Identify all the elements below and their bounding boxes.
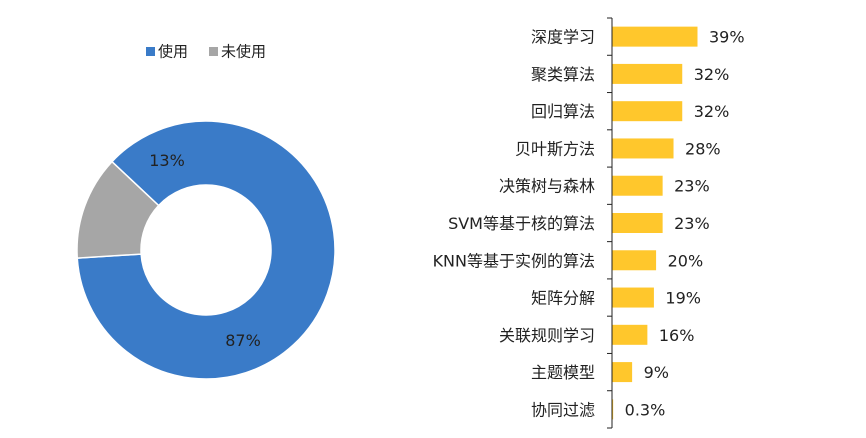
bar <box>612 175 663 196</box>
bar-value-label: 23% <box>674 177 710 196</box>
category-label: 协同过滤 <box>531 400 595 419</box>
bar-value-label: 23% <box>674 214 710 233</box>
bar-value-label: 32% <box>694 65 730 84</box>
bar <box>612 362 633 383</box>
category-label: 贝叶斯方法 <box>515 139 595 158</box>
donut-slice-1 <box>76 120 336 380</box>
category-label: KNN等基于实例的算法 <box>433 251 595 270</box>
category-label: 关联规则学习 <box>499 326 595 345</box>
bar-value-label: 9% <box>644 363 669 382</box>
donut-slice-2 <box>76 160 160 259</box>
bar-value-label: 32% <box>694 102 730 121</box>
bar <box>612 399 614 420</box>
bar <box>612 138 674 159</box>
bar <box>612 213 663 233</box>
category-label: 矩阵分解 <box>531 289 595 308</box>
bar-value-label: 28% <box>685 139 721 158</box>
bar <box>612 63 683 84</box>
bar-value-label: 0.3% <box>625 400 666 419</box>
bar <box>612 287 654 308</box>
category-label: 深度学习 <box>531 28 595 47</box>
donut-chart: 87% 13% <box>76 120 336 380</box>
legend-swatch <box>146 47 155 56</box>
bar <box>612 250 657 271</box>
category-label: 决策树与森林 <box>499 177 595 196</box>
bar-chart: 深度学习 39% 聚类算法 32% 回归算法 32% 贝叶斯方法 28% 决策树与森林 23% SV… <box>433 17 745 429</box>
legend-label: 未使用 <box>221 43 266 61</box>
legend-label: 使用 <box>158 43 188 61</box>
donut-legend: 使用 未使用 <box>146 43 266 61</box>
category-label: 主题模型 <box>531 363 595 382</box>
bar-value-label: 19% <box>665 289 701 308</box>
bar-value-label: 16% <box>659 326 695 345</box>
category-label: SVM等基于核的算法 <box>448 214 595 233</box>
category-label: 聚类算法 <box>531 65 595 84</box>
donut-slice-label: 87% <box>225 331 261 350</box>
bar-value-label: 39% <box>709 28 745 47</box>
legend-swatch <box>209 47 218 56</box>
donut-slice-label: 13% <box>149 151 185 170</box>
bar <box>612 324 648 345</box>
bar <box>612 101 683 122</box>
bar <box>612 26 698 47</box>
bar-value-label: 20% <box>668 251 704 270</box>
category-label: 回归算法 <box>531 102 595 121</box>
